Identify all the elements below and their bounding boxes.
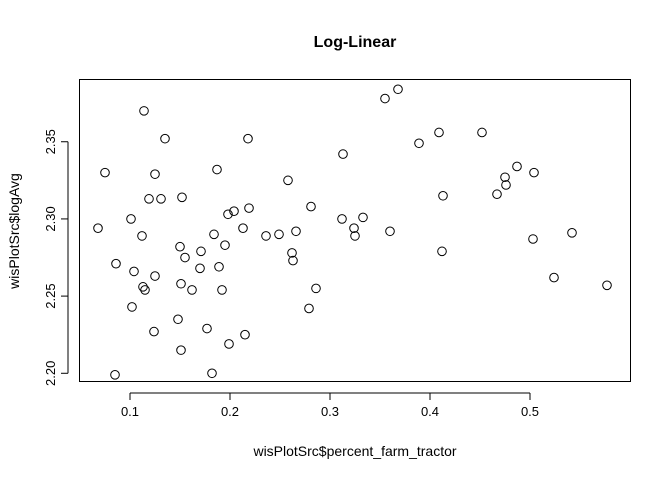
data-point xyxy=(129,266,139,277)
data-point xyxy=(261,231,271,241)
data-point xyxy=(196,246,206,257)
data-point xyxy=(150,271,160,281)
data-point xyxy=(337,214,347,224)
x-tick-label: 0.4 xyxy=(421,404,439,419)
y-axis-label: wisPlotSrc$logAvg xyxy=(6,173,22,290)
x-tick-label: 0.1 xyxy=(121,404,139,419)
data-point xyxy=(180,252,190,263)
data-point xyxy=(212,164,222,175)
data-point xyxy=(156,194,166,204)
data-point xyxy=(195,263,205,274)
data-point xyxy=(243,133,253,144)
data-point xyxy=(380,93,390,104)
data-point xyxy=(110,370,120,380)
data-point xyxy=(209,229,219,240)
x-axis: 0.1 0.2 0.3 0.4 0.5 xyxy=(121,392,539,419)
data-point xyxy=(288,255,298,266)
data-point xyxy=(202,323,212,334)
data-point xyxy=(187,285,197,295)
data-point xyxy=(144,194,154,204)
data-point xyxy=(217,285,227,295)
y-tick-label: 2.35 xyxy=(43,129,58,154)
data-point xyxy=(414,138,424,149)
data-point xyxy=(238,223,248,233)
data-point xyxy=(173,314,183,325)
data-point xyxy=(287,248,297,258)
y-axis: 2.20 2.25 2.30 2.35 xyxy=(43,129,69,386)
y-tick-label: 2.25 xyxy=(43,283,58,308)
data-point xyxy=(244,203,254,213)
data-point xyxy=(207,368,217,379)
data-point xyxy=(500,172,510,183)
x-axis-label: wisPlotSrc$percent_farm_tractor xyxy=(252,443,456,459)
data-point xyxy=(350,231,360,241)
plot-frame xyxy=(79,79,631,382)
data-point xyxy=(529,167,539,178)
x-tick-label: 0.2 xyxy=(221,404,239,419)
data-point xyxy=(492,189,502,200)
data-point xyxy=(100,167,110,178)
data-point xyxy=(140,285,150,295)
data-point xyxy=(437,246,447,257)
data-point xyxy=(512,161,522,172)
data-point xyxy=(138,282,148,292)
data-point xyxy=(349,223,359,233)
data-point xyxy=(175,241,185,252)
data-point xyxy=(214,261,224,272)
data-point xyxy=(149,326,159,337)
data-point xyxy=(177,192,187,203)
data-point xyxy=(291,226,301,237)
data-point xyxy=(434,127,444,138)
data-point xyxy=(274,229,284,240)
y-tick-label: 2.20 xyxy=(43,361,58,386)
data-point xyxy=(567,228,577,238)
data-point xyxy=(93,223,103,233)
data-point xyxy=(304,303,314,314)
data-point xyxy=(501,180,511,190)
chart-title: Log-Linear xyxy=(314,34,397,51)
data-point xyxy=(393,84,403,95)
data-point xyxy=(126,214,136,224)
x-tick-label: 0.3 xyxy=(321,404,339,419)
x-tick-label: 0.5 xyxy=(521,404,539,419)
data-point xyxy=(224,339,234,349)
data-point xyxy=(220,240,230,250)
y-tick-label: 2.30 xyxy=(43,206,58,231)
data-point xyxy=(127,302,137,312)
data-point xyxy=(358,212,368,223)
data-point xyxy=(240,329,250,340)
data-point xyxy=(438,190,448,201)
data-point xyxy=(602,280,612,291)
data-point xyxy=(338,149,348,159)
data-point xyxy=(137,231,147,241)
data-point xyxy=(385,226,395,237)
data-point xyxy=(150,169,160,179)
data-points xyxy=(93,84,612,380)
data-point xyxy=(176,345,186,355)
data-point xyxy=(160,133,170,144)
data-point xyxy=(176,278,186,289)
data-point xyxy=(223,209,233,220)
data-point xyxy=(139,106,149,116)
data-point xyxy=(311,283,321,294)
data-point xyxy=(229,206,239,217)
data-point xyxy=(283,175,293,186)
data-point xyxy=(549,272,559,283)
data-point xyxy=(477,127,487,138)
data-point xyxy=(111,258,121,269)
data-point xyxy=(306,201,316,212)
data-point xyxy=(528,234,538,244)
